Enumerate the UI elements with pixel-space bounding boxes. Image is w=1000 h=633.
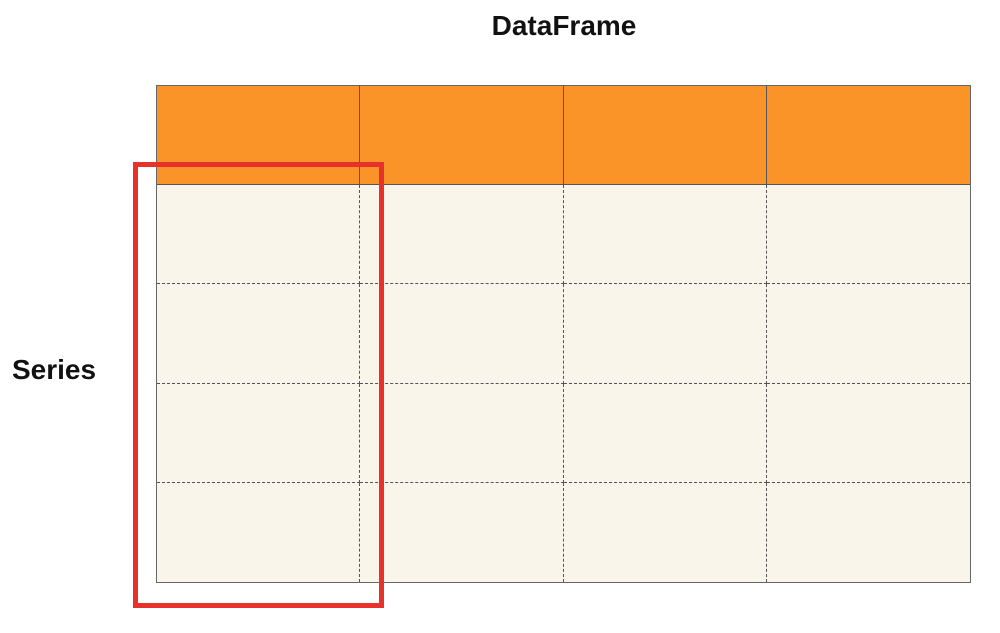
data-cell bbox=[766, 284, 970, 384]
data-cell bbox=[563, 383, 767, 483]
data-cell bbox=[157, 482, 361, 582]
series-label: Series bbox=[12, 354, 97, 385]
data-cell bbox=[157, 185, 361, 285]
data-cell bbox=[157, 383, 361, 483]
data-cell bbox=[766, 482, 970, 582]
data-cell bbox=[360, 482, 564, 582]
data-cell bbox=[360, 383, 564, 483]
data-cell bbox=[360, 185, 564, 285]
data-cell bbox=[766, 185, 970, 285]
header-cell bbox=[360, 86, 564, 186]
data-cell bbox=[157, 284, 361, 384]
data-cell bbox=[563, 185, 767, 285]
header-cell bbox=[766, 86, 970, 186]
data-cell bbox=[563, 482, 767, 582]
data-cell bbox=[563, 284, 767, 384]
dataframe-grid bbox=[156, 85, 971, 583]
dataframe-title: DataFrame bbox=[491, 10, 637, 41]
data-cell bbox=[766, 383, 970, 483]
header-cell bbox=[157, 86, 361, 186]
data-cell bbox=[360, 284, 564, 384]
header-cell bbox=[563, 86, 767, 186]
